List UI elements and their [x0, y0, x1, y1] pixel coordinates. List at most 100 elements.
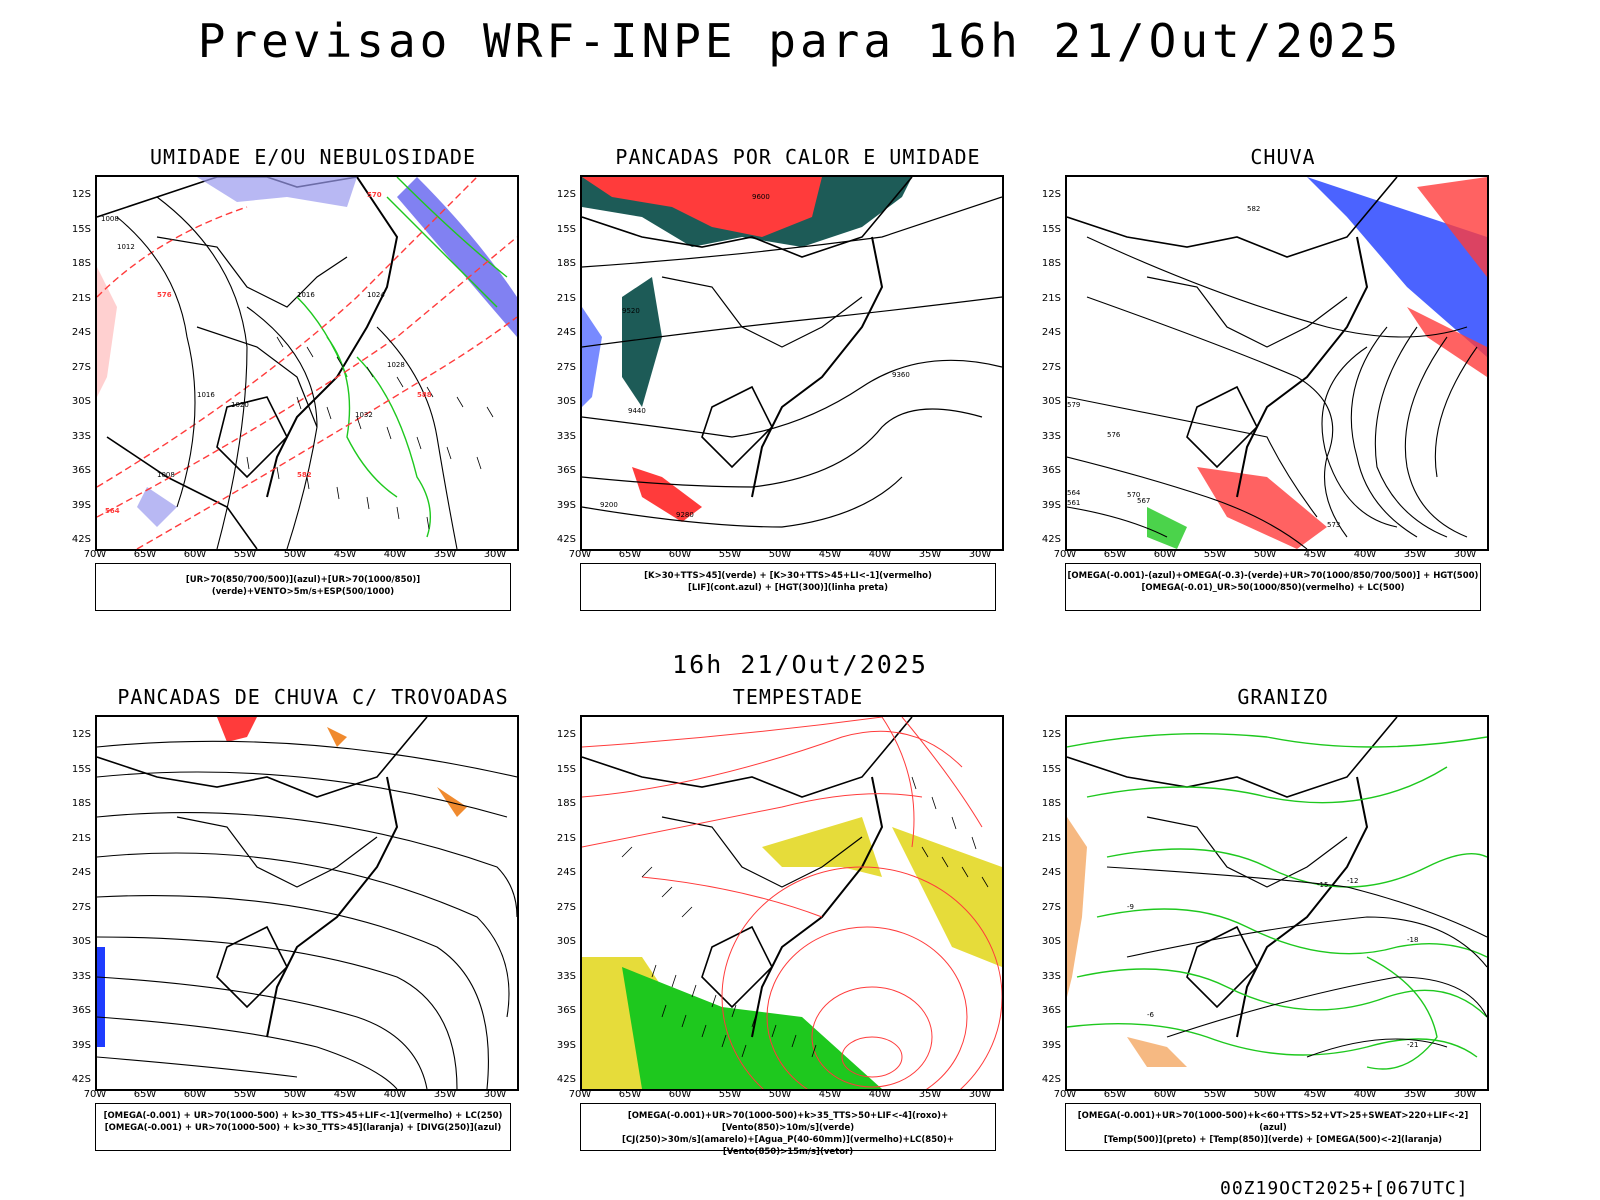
lat-tick-label: 30S	[1041, 936, 1061, 947]
contour-label: 576	[157, 291, 172, 299]
lat-tick-label: 30S	[556, 936, 576, 947]
panel-title: PANCADAS POR CALOR E UMIDADE	[615, 145, 981, 169]
lon-tick-label: 55W	[233, 1089, 257, 1100]
lon-tick-label: 55W	[718, 549, 742, 560]
panel-pancadas-trovoadas: PANCADAS DE CHUVA C/ TROVOADAS	[63, 685, 563, 1185]
lat-tick-label: 12S	[556, 729, 576, 740]
lat-tick-label: 18S	[71, 258, 91, 269]
panel-title: PANCADAS DE CHUVA C/ TROVOADAS	[117, 685, 509, 709]
lon-tick-label: 60W	[183, 1089, 207, 1100]
lon-tick-label: 35W	[433, 549, 457, 560]
lat-tick-label: 15S	[1041, 223, 1061, 235]
contour-label: 582	[297, 471, 312, 479]
lon-tick-label: 65W	[133, 1089, 157, 1100]
panel-title: CHUVA	[1250, 145, 1316, 169]
contour-label: 9280	[676, 511, 694, 519]
lon-tick-label: 65W	[133, 549, 157, 560]
panel-title: TEMPESTADE	[732, 685, 864, 709]
panel-title: UMIDADE E/OU NEBULOSIDADE	[149, 145, 477, 169]
map-umidade: 1008 1012 1016 1020 1024 1028 1032 1016 …	[95, 175, 519, 551]
contour-label: -12	[1347, 877, 1358, 885]
lon-tick-label: 30W	[968, 549, 992, 560]
lat-tick-label: 30S	[1041, 396, 1061, 407]
lon-tick-label: 30W	[483, 1089, 507, 1100]
panel-granizo: GRANIZO	[1033, 685, 1533, 1185]
legend-line: [UR>70(850/700/500)](azul)+[UR>70(1000/8…	[185, 575, 421, 597]
lon-tick-label: 70W	[568, 549, 592, 560]
lat-tick-label: 24S	[1041, 867, 1061, 878]
lon-tick-label: 30W	[483, 549, 507, 560]
lat-tick-label: 36S	[1041, 465, 1061, 476]
legend-line: [OMEGA(-0.001)+UR>70(1000-500)+k>35_TTS>…	[627, 1111, 949, 1133]
map-svg	[97, 717, 517, 1089]
lon-tick-label: 50W	[283, 549, 307, 560]
lat-tick-label: 27S	[1041, 901, 1061, 913]
lat-tick-label: 36S	[556, 465, 576, 476]
lat-tick-label: 12S	[556, 189, 576, 200]
lat-tick-label: 21S	[71, 292, 91, 304]
contour-label: 9600	[752, 193, 770, 201]
panel-umidade: UMIDADE E/OU NEBULOSIDADE	[63, 145, 563, 645]
lon-tick-label: 35W	[433, 1089, 457, 1100]
map-svg: -12 -15 -18 -21 -9 -6	[1067, 717, 1487, 1070]
lat-tick-label: 24S	[71, 867, 91, 878]
lat-tick-label: 30S	[556, 396, 576, 407]
lat-tick-label: 27S	[556, 361, 576, 373]
legend-box: [K>30+TTS>45](verde) + [K>30+TTS>45+LI<-…	[580, 563, 996, 611]
contour-label: -21	[1407, 1041, 1418, 1049]
lon-tick-label: 50W	[1253, 1089, 1277, 1100]
lon-tick-label: 30W	[1453, 1089, 1477, 1100]
map-svg: 9600 9520 9440 9360 9280 9200	[582, 177, 1002, 528]
lon-tick-label: 30W	[968, 1089, 992, 1100]
legend-box: [OMEGA(-0.001)+UR>70(1000-500)+k>35_TTS>…	[580, 1103, 996, 1157]
lat-tick-label: 24S	[556, 867, 576, 878]
lat-tick-label: 24S	[1041, 327, 1061, 338]
lon-tick-label: 55W	[718, 1089, 742, 1100]
middle-title: 16h 21/Out/2025	[672, 650, 928, 679]
lon-tick-label: 45W	[333, 1089, 357, 1100]
lon-tick-label: 35W	[1403, 549, 1427, 560]
lat-tick-label: 27S	[1041, 361, 1061, 373]
panel-tempestade: TEMPESTADE	[548, 685, 1048, 1185]
contour-label: 9360	[892, 371, 910, 379]
lat-tick-label: 27S	[556, 901, 576, 913]
lon-tick-label: 35W	[918, 1089, 942, 1100]
lon-tick-label: 50W	[1253, 549, 1277, 560]
lat-tick-label: 15S	[556, 223, 576, 235]
lon-tick-label: 45W	[1303, 549, 1327, 560]
lon-tick-label: 35W	[918, 549, 942, 560]
lon-tick-label: 50W	[283, 1089, 307, 1100]
contour-label: 1008	[157, 471, 175, 479]
lon-tick-label: 60W	[1153, 549, 1177, 560]
contour-label: 570	[1127, 491, 1140, 499]
contour-label: 570	[367, 191, 382, 199]
contour-label: -6	[1147, 1011, 1155, 1019]
lat-tick-label: 36S	[1041, 1005, 1061, 1016]
lat-tick-label: 18S	[556, 798, 576, 809]
contour-label: 9440	[628, 407, 646, 415]
lat-tick-label: 39S	[71, 1039, 91, 1051]
lon-tick-label: 60W	[668, 549, 692, 560]
contour-label: 576	[1107, 431, 1121, 439]
contour-label: 1028	[387, 361, 405, 369]
lat-tick-label: 30S	[71, 936, 91, 947]
lon-tick-label: 50W	[768, 549, 792, 560]
lat-tick-label: 24S	[71, 327, 91, 338]
panel-title: GRANIZO	[1237, 685, 1329, 709]
lon-tick-label: 45W	[818, 1089, 842, 1100]
lon-tick-label: 65W	[1103, 1089, 1127, 1100]
lat-tick-label: 36S	[71, 465, 91, 476]
lon-tick-label: 45W	[333, 549, 357, 560]
lon-tick-label: 70W	[83, 1089, 107, 1100]
lat-tick-label: 21S	[1041, 292, 1061, 304]
lat-tick-label: 15S	[71, 223, 91, 235]
lat-tick-label: 21S	[71, 832, 91, 844]
lon-tick-label: 70W	[1053, 1089, 1077, 1100]
map-tempestade	[580, 715, 1004, 1091]
contour-label: 1016	[297, 291, 315, 299]
lat-tick-label: 33S	[1041, 430, 1061, 442]
lat-tick-label: 24S	[556, 327, 576, 338]
lat-tick-label: 33S	[556, 430, 576, 442]
legend-box: [OMEGA(-0.001)-(azul)+OMEGA(-0.3)-(verde…	[1065, 563, 1481, 611]
lon-tick-label: 40W	[1353, 549, 1377, 560]
